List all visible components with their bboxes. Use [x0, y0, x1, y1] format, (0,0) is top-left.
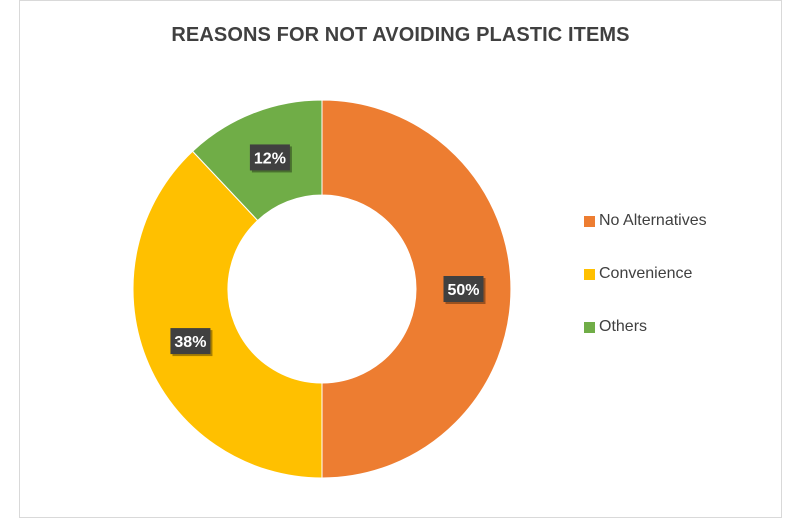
legend-swatch-others	[584, 321, 595, 333]
data-label-text: 38%	[174, 334, 206, 351]
legend-item-others: Others	[584, 315, 707, 339]
data-label-box	[443, 276, 484, 302]
slice-no-alternatives	[321, 99, 512, 479]
data-labels-layer: 50% 38% 12%	[170, 144, 486, 357]
data-label-box	[170, 328, 211, 355]
data-label-text: 12%	[254, 150, 286, 167]
data-label-box	[249, 144, 290, 171]
legend: No Alternatives Convenience Others	[584, 209, 707, 368]
legend-label-others: Others	[599, 318, 648, 335]
legend-item-no-alternatives: No Alternatives	[584, 209, 707, 233]
legend-label-no-alternatives: No Alternatives	[599, 212, 707, 229]
chart-title: REASONS FOR NOT AVOIDING PLASTIC ITEMS	[171, 24, 630, 46]
legend-label-convenience: Convenience	[599, 265, 693, 282]
data-label-no-alternatives: 50%	[443, 276, 486, 304]
data-label-convenience: 38%	[170, 328, 213, 357]
legend-item-convenience: Convenience	[584, 262, 707, 286]
data-label-others: 12%	[249, 144, 292, 173]
legend-swatch-no-alternatives	[584, 215, 595, 227]
data-label-text: 50%	[447, 282, 479, 299]
slice-convenience	[132, 150, 323, 479]
legend-swatch-convenience	[584, 268, 595, 280]
